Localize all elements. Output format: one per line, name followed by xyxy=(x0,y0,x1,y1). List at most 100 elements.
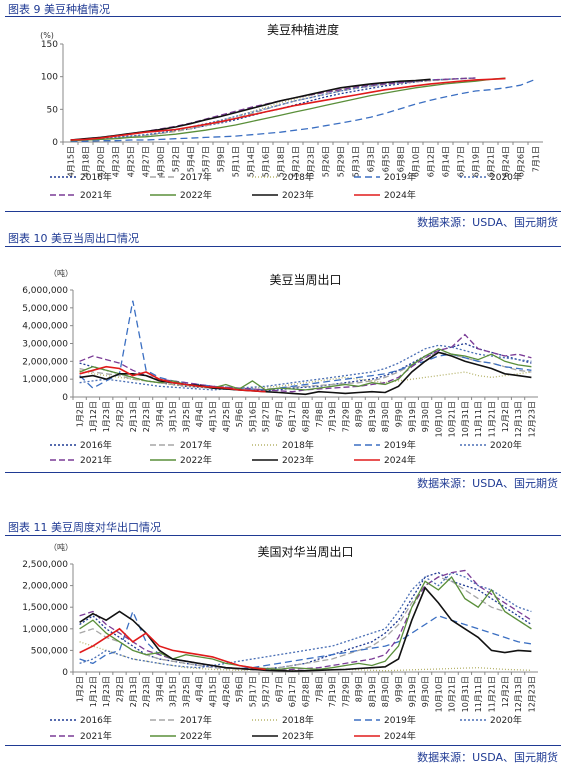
legend-label-2020: 2020年 xyxy=(490,439,522,451)
x-tick-label: 5月16日 xyxy=(262,146,271,177)
legend-label-2017: 2017年 xyxy=(180,439,212,451)
x-tick-label: 6月3日 xyxy=(367,146,376,172)
y-tick-label: 50 xyxy=(47,105,59,115)
x-tick-label: 1月2日 xyxy=(76,401,85,427)
x-tick-label: 5月27日 xyxy=(262,401,271,432)
x-tick-label: 4月4日 xyxy=(195,676,204,702)
legend-label-2018: 2018年 xyxy=(282,439,314,451)
figure-caption-9: 图表 9 美豆种植情况 xyxy=(8,3,110,16)
x-tick-label: 10月10日 xyxy=(434,401,443,437)
x-tick-label: 11月11日 xyxy=(474,401,483,437)
x-tick-label: 2月23日 xyxy=(142,401,151,432)
divider-line xyxy=(5,246,561,247)
x-tick-label: 6月10日 xyxy=(412,146,421,177)
chart-weekly-exports-to-china: 美国对华当周出口 （吨） 0 500,000 1,000,000 1,500,000 2,0… xyxy=(22,542,538,742)
series-line-2016 xyxy=(79,571,532,671)
x-tick-label: 3月25日 xyxy=(182,401,191,432)
x-tick-label: 9月9日 xyxy=(395,676,404,702)
x-tick-label: 4月25日 xyxy=(127,146,136,177)
x-tick-label: 4月18日 xyxy=(82,146,91,177)
series-line-2017 xyxy=(70,77,476,142)
figure-source-9: 数据来源：USDA、国元期货 xyxy=(417,216,558,229)
y-axis-unit: (%) xyxy=(40,31,54,40)
series-line-2019 xyxy=(79,609,532,670)
x-tick-label: 6月17日 xyxy=(288,676,297,707)
x-tick-label: 5月6日 xyxy=(235,676,244,702)
x-tick-label: 12月13日 xyxy=(514,401,523,437)
y-tick-label: 2,000,000 xyxy=(22,582,68,592)
x-tick-label: 12月2日 xyxy=(501,401,510,432)
series-line-2021 xyxy=(79,569,532,671)
figure-source-10: 数据来源：USDA、国元期货 xyxy=(417,477,558,490)
x-tick-label: 5月18日 xyxy=(277,146,286,177)
x-tick-label: 5月16日 xyxy=(248,401,257,432)
x-tick-label: 6月12日 xyxy=(427,146,436,177)
x-tick-label: 10月10日 xyxy=(434,676,443,712)
legend-label-2024: 2024年 xyxy=(384,730,416,742)
x-tick-label: 8月19日 xyxy=(368,676,377,707)
x-tick-label: 9月30日 xyxy=(421,401,430,432)
legend-label-2020: 2020年 xyxy=(490,714,522,726)
legend-label-2018: 2018年 xyxy=(282,714,314,726)
x-tick-label: 6月28日 xyxy=(302,401,311,432)
x-tick-label: 3月15日 xyxy=(169,676,178,707)
x-tick-label: 5月26日 xyxy=(322,146,331,177)
legend-label-2019: 2019年 xyxy=(384,171,416,183)
x-tick-label: 5月17日 xyxy=(248,676,257,707)
legend-label-2023: 2023年 xyxy=(282,454,314,466)
y-tick-label: 3,000,000 xyxy=(22,340,68,350)
y-tick-label: 4,000,000 xyxy=(22,322,68,332)
x-tick-label: 8月30日 xyxy=(381,401,390,432)
x-tick-label: 8月30日 xyxy=(381,676,390,707)
x-tick-label: 4月4日 xyxy=(195,401,204,427)
chart-planting-progress: 美豆种植进度 (%) 0 50 100 150 4月15日 4月18日 4月20日 4月23日 4月… xyxy=(40,22,543,201)
x-tick-label: 4月30日 xyxy=(157,146,166,177)
legend-label-2024: 2024年 xyxy=(384,454,416,466)
x-tick-label: 4月26日 xyxy=(222,676,231,707)
legend-label-2018: 2018年 xyxy=(282,171,314,183)
x-tick-label: 6月8日 xyxy=(397,146,406,172)
y-tick-label: 1,500,000 xyxy=(22,603,68,613)
x-tick-label: 3月15日 xyxy=(169,401,178,432)
y-axis-unit: （吨） xyxy=(49,542,73,552)
y-tick-label: 0 xyxy=(52,138,58,148)
series-line-2024 xyxy=(70,77,506,141)
divider-line xyxy=(5,745,561,746)
legend-label-2023: 2023年 xyxy=(282,730,314,742)
divider-line xyxy=(5,472,561,473)
legend-label-2021: 2021年 xyxy=(80,730,112,742)
x-tick-label: 6月17日 xyxy=(288,401,297,432)
x-tick-label: 12月13日 xyxy=(514,676,523,712)
x-tick-label: 8月9日 xyxy=(355,401,364,427)
x-tick-label: 11月21日 xyxy=(488,401,497,437)
legend-label-2023: 2023年 xyxy=(282,189,314,201)
x-tick-label: 6月21日 xyxy=(487,146,496,177)
x-tick-label: 4月27日 xyxy=(142,146,151,177)
y-tick-label: 2,500,000 xyxy=(22,560,68,570)
series-line-2022 xyxy=(79,348,532,391)
legend-label-2017: 2017年 xyxy=(180,714,212,726)
legend-label-2016: 2016年 xyxy=(80,439,112,451)
x-tick-label: 4月15日 xyxy=(209,676,218,707)
figure-caption-11: 图表 11 美豆周度对华出口情况 xyxy=(8,521,161,534)
legend-label-2022: 2022年 xyxy=(180,730,212,742)
x-tick-label: 7月8日 xyxy=(315,676,324,702)
x-tick-label: 12月23日 xyxy=(527,676,536,712)
x-tick-label: 6月24日 xyxy=(502,146,511,177)
x-tick-label: 8月9日 xyxy=(355,676,364,702)
y-tick-label: 0 xyxy=(62,668,68,678)
x-tick-label: 12月2日 xyxy=(501,676,510,707)
y-tick-label: 500,000 xyxy=(31,646,68,656)
chart-weekly-exports: 美豆当周出口 （吨） 0 1,000,000 2,000,000 3,000,000 4,0… xyxy=(22,268,538,466)
x-tick-label: 10月31日 xyxy=(461,676,470,712)
x-tick-label: 1月2日 xyxy=(76,676,85,702)
x-tick-label: 6月28日 xyxy=(302,676,311,707)
x-tick-label: 5月31日 xyxy=(352,146,361,177)
legend-label-2019: 2019年 xyxy=(384,439,416,451)
series-line-2021 xyxy=(79,333,532,393)
series-line-2017 xyxy=(79,576,532,671)
x-tick-label: 6月14日 xyxy=(442,146,451,177)
x-tick-label: 7月8日 xyxy=(315,401,324,427)
y-tick-label: 2,000,000 xyxy=(22,357,68,367)
y-tick-label: 100 xyxy=(41,73,58,83)
